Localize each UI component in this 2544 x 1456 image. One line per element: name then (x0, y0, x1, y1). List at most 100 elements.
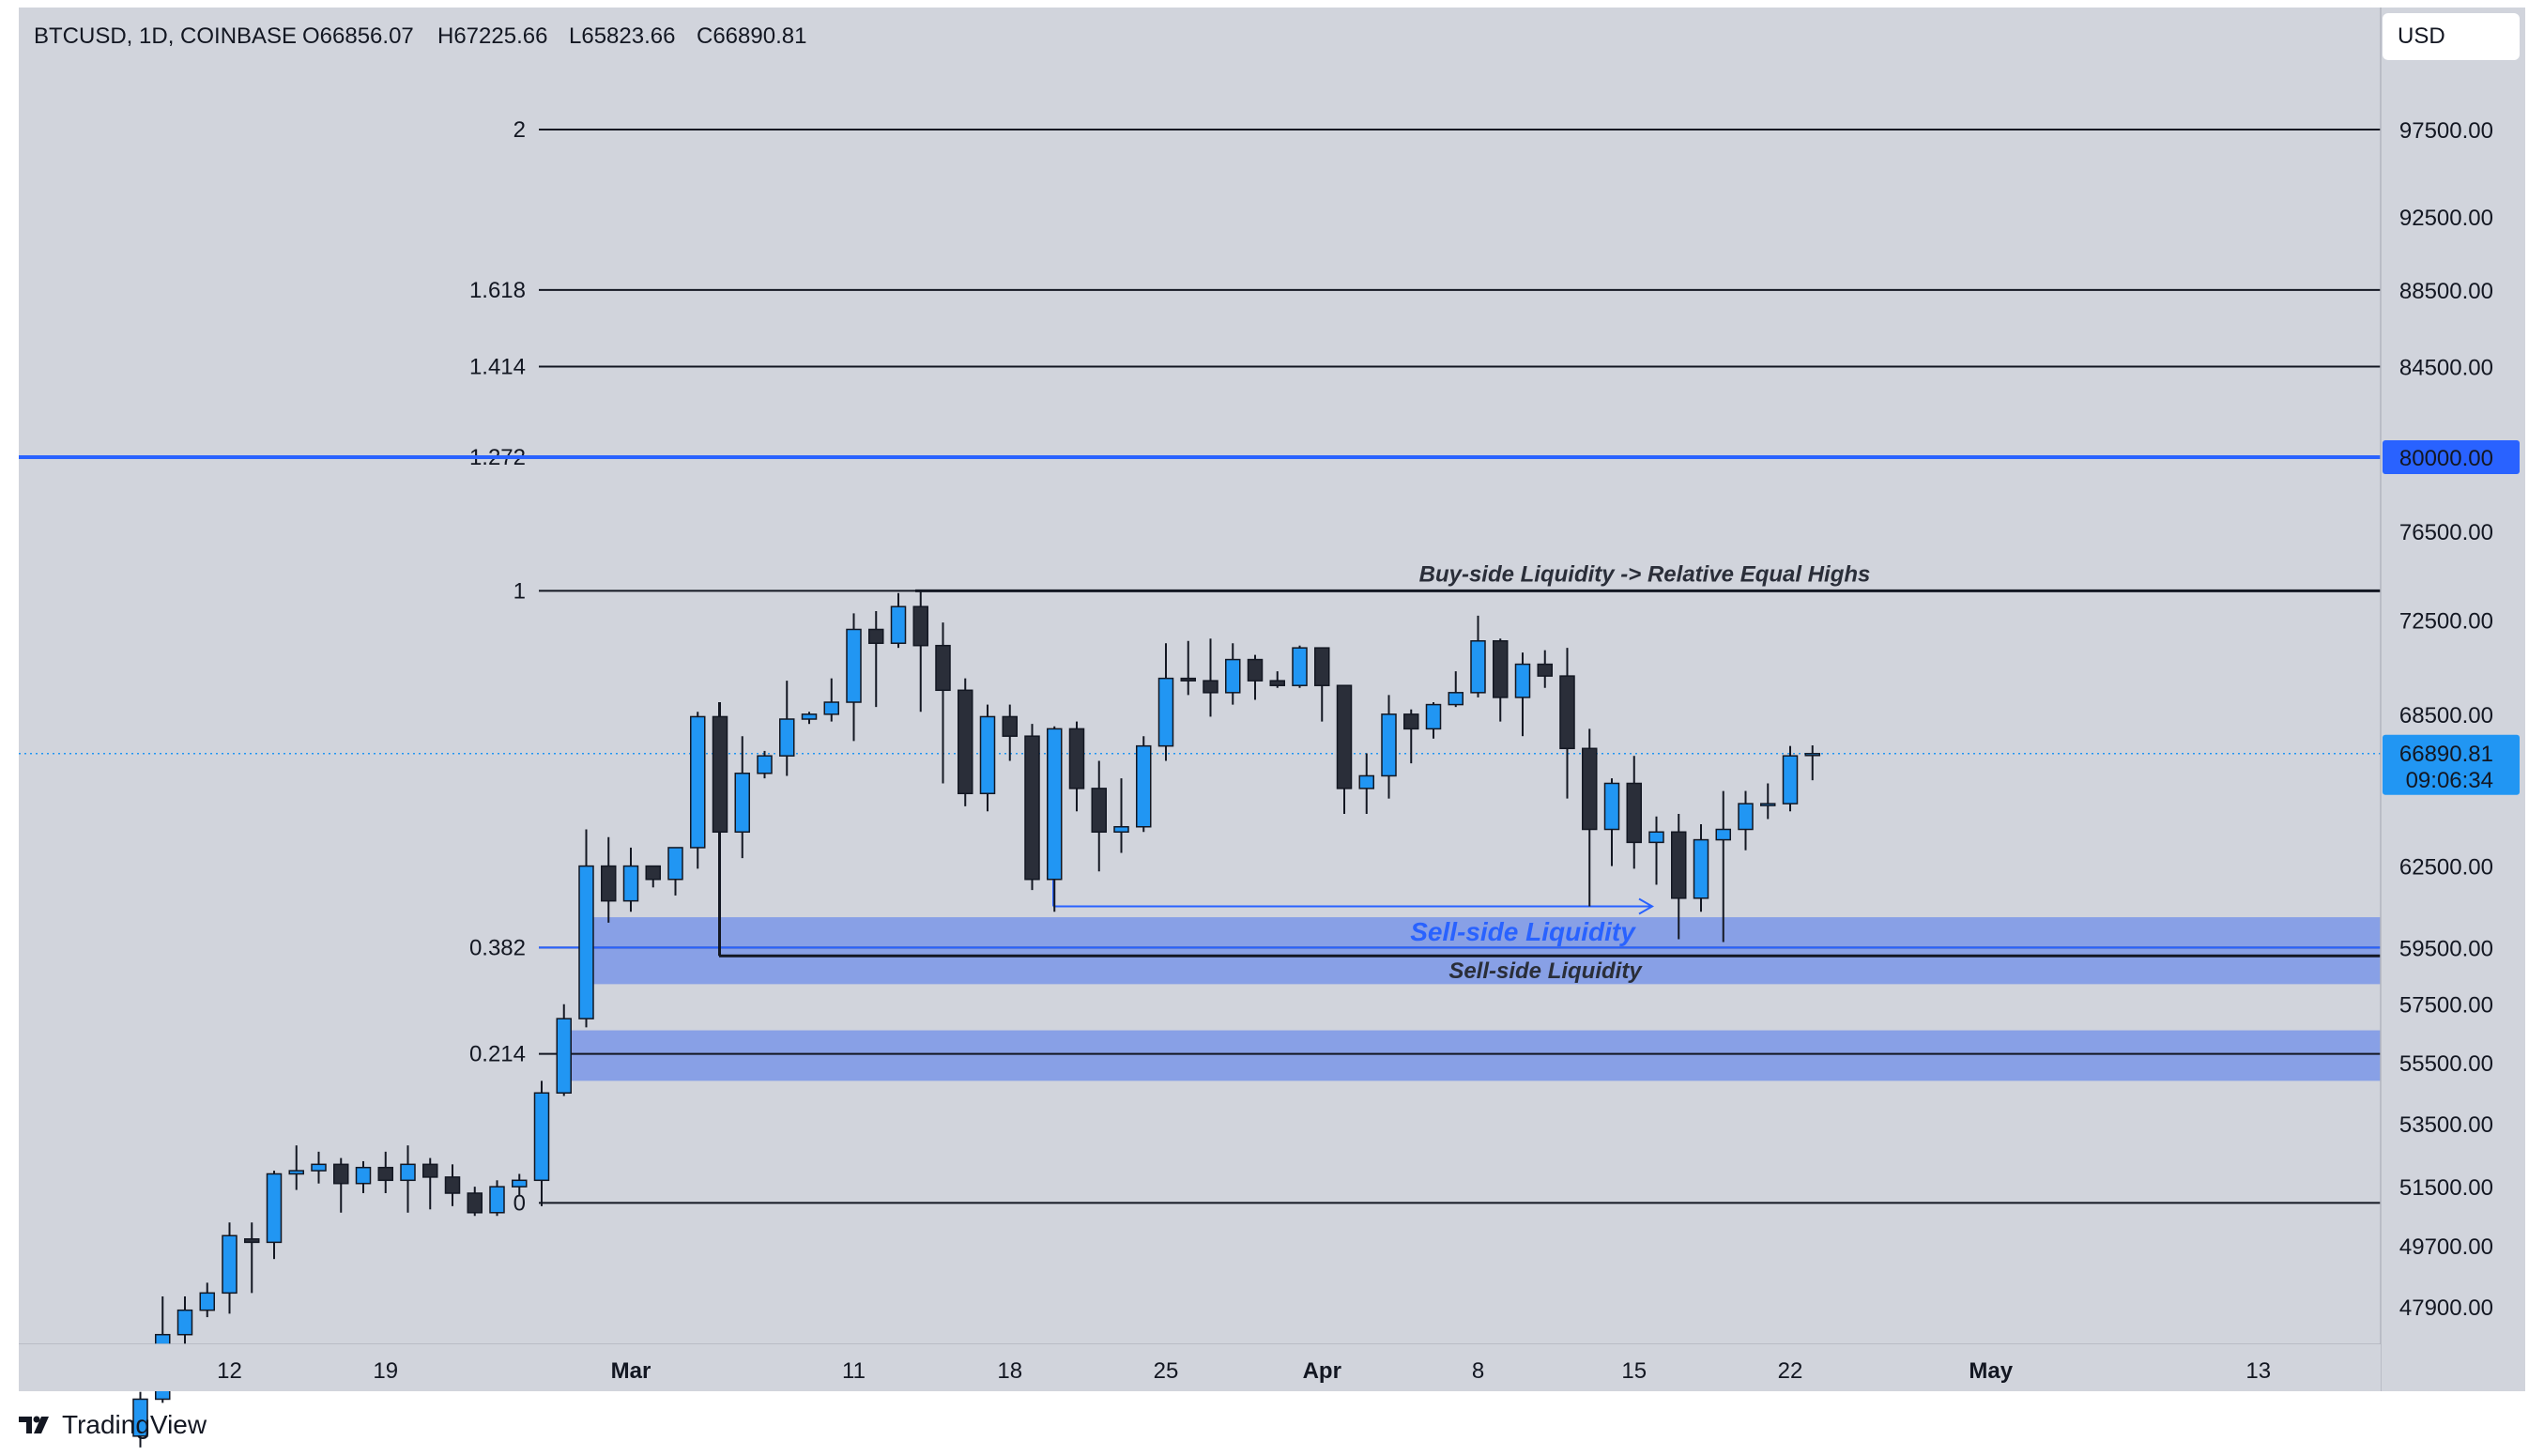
tradingview-logo[interactable]: TradingView (19, 1406, 207, 1444)
candle-body (1358, 774, 1374, 789)
candle-body (734, 773, 750, 834)
candle-2024-02-17 (333, 1157, 349, 1213)
candle-body (1247, 658, 1264, 682)
fib-label-1.618: 1.618 (469, 278, 526, 303)
candle-2024-03-18 (1002, 704, 1018, 761)
sell-side-arrow-head (1638, 897, 1655, 915)
candle-2024-04-02 (1336, 684, 1353, 815)
candle-2024-03-26 (1180, 640, 1196, 696)
last-price-label: 66890.81 (2399, 742, 2493, 767)
candle-2024-02-12 (222, 1222, 238, 1314)
candle-2024-02-23 (467, 1187, 483, 1217)
candle-body (1626, 782, 1642, 844)
candle-body (222, 1234, 238, 1295)
candle-body (1738, 803, 1754, 831)
candle-2024-03-17 (979, 704, 996, 812)
candle-2024-03-14 (912, 590, 928, 713)
candle-2024-03-19 (1024, 724, 1040, 891)
candle-2024-04-20 (1738, 790, 1754, 851)
fib-label-1: 1 (513, 578, 526, 604)
candle-2024-04-07 (1448, 671, 1464, 708)
candle-body (1470, 640, 1486, 694)
candle-2024-04-11 (1537, 650, 1553, 688)
time-axis-bg (19, 1344, 2381, 1391)
candle-2024-03-16 (958, 678, 973, 806)
candle-body (890, 605, 907, 644)
candle-body (1314, 647, 1330, 686)
candle-body (556, 1018, 572, 1094)
candle-body (1381, 713, 1397, 777)
candle-2024-02-08 (132, 1391, 148, 1448)
symbol-info-high: H67225.66 (437, 23, 547, 49)
candle-body (1091, 788, 1107, 834)
candle-2024-04-15 (1626, 756, 1642, 869)
candle-2024-02-28 (578, 829, 594, 1028)
candle-body (1448, 692, 1464, 706)
liquidity-zone-2 (559, 1030, 2381, 1081)
candle-body (1113, 825, 1129, 834)
candle-2024-02-22 (444, 1164, 461, 1206)
candle-body (1203, 680, 1218, 694)
candle-body (1180, 677, 1196, 682)
candle-2024-03-07 (757, 750, 773, 779)
candle-2024-03-22 (1091, 760, 1107, 872)
candle-body (690, 715, 706, 849)
candle-body (333, 1163, 349, 1185)
candle-body (1068, 728, 1085, 789)
price-label-47900.00: 47900.00 (2399, 1295, 2493, 1321)
candle-2024-04-14 (1603, 778, 1620, 866)
price-label-97500.00: 97500.00 (2399, 118, 2493, 144)
candle-2024-03-10 (823, 678, 839, 722)
price-label-53500.00: 53500.00 (2399, 1112, 2493, 1138)
time-label-15: 15 (1621, 1358, 1647, 1384)
candle-body (757, 755, 773, 774)
currency-button[interactable]: USD (2383, 13, 2520, 60)
candle-2024-04-08 (1470, 615, 1486, 697)
candle-2024-03-20 (1047, 726, 1063, 912)
price-label-57500.00: 57500.00 (2399, 993, 2493, 1019)
candle-2024-04-04 (1381, 695, 1397, 799)
candle-body (199, 1292, 215, 1311)
candle-2024-04-13 (1582, 728, 1598, 907)
candle-body (578, 865, 594, 1019)
candle-2024-02-18 (355, 1160, 372, 1194)
price-label-62500.00: 62500.00 (2399, 855, 2493, 881)
candle-body (1403, 713, 1419, 730)
candle-2024-04-05 (1403, 709, 1419, 764)
candle-2024-03-29 (1247, 654, 1264, 700)
time-label-25: 25 (1154, 1358, 1179, 1384)
candle-body (979, 715, 996, 795)
annotations: Buy-side Liquidity -> Relative Equal Hig… (1410, 561, 1870, 984)
candle-body (667, 847, 683, 881)
candle-body (489, 1186, 505, 1214)
candle-2024-02-25 (512, 1173, 528, 1197)
candle-2024-04-22 (1782, 745, 1799, 812)
candle-body (244, 1238, 260, 1244)
candle-body (467, 1192, 483, 1214)
candle-2024-02-21 (422, 1157, 438, 1210)
candle-2024-02-27 (556, 1004, 572, 1096)
candle-body (1782, 755, 1799, 805)
price-label-72500.00: 72500.00 (2399, 609, 2493, 635)
fib-label-0: 0 (513, 1190, 526, 1216)
candle-2024-02-24 (489, 1180, 505, 1217)
candle-2024-03-24 (1136, 736, 1152, 833)
time-label-18: 18 (997, 1358, 1022, 1384)
candle-body (779, 718, 795, 757)
sell-side-liquidity-label-dark: Sell-side Liquidity (1448, 958, 1643, 984)
candle-body (444, 1176, 461, 1194)
liquidity-zones (559, 917, 2381, 1081)
candle-2024-03-21 (1068, 721, 1085, 812)
candle-2024-04-21 (1760, 783, 1776, 820)
candle-body (801, 713, 818, 720)
fib-label-0.382: 0.382 (469, 935, 526, 960)
time-axis[interactable]: 12 19 Mar 11 18 25 Apr 8 15 22 May 13 (19, 1343, 2381, 1391)
price-axis[interactable]: 97500.00 92500.00 88500.00 84500.00 80000.00… (2380, 8, 2520, 1391)
symbol-info-symbol: BTCUSD, 1D, COINBASE (34, 23, 297, 49)
candle-body (1760, 803, 1776, 806)
fib-label-2: 2 (513, 117, 526, 143)
currency-label: USD (2398, 23, 2445, 49)
candle-2024-03-05 (712, 702, 728, 957)
